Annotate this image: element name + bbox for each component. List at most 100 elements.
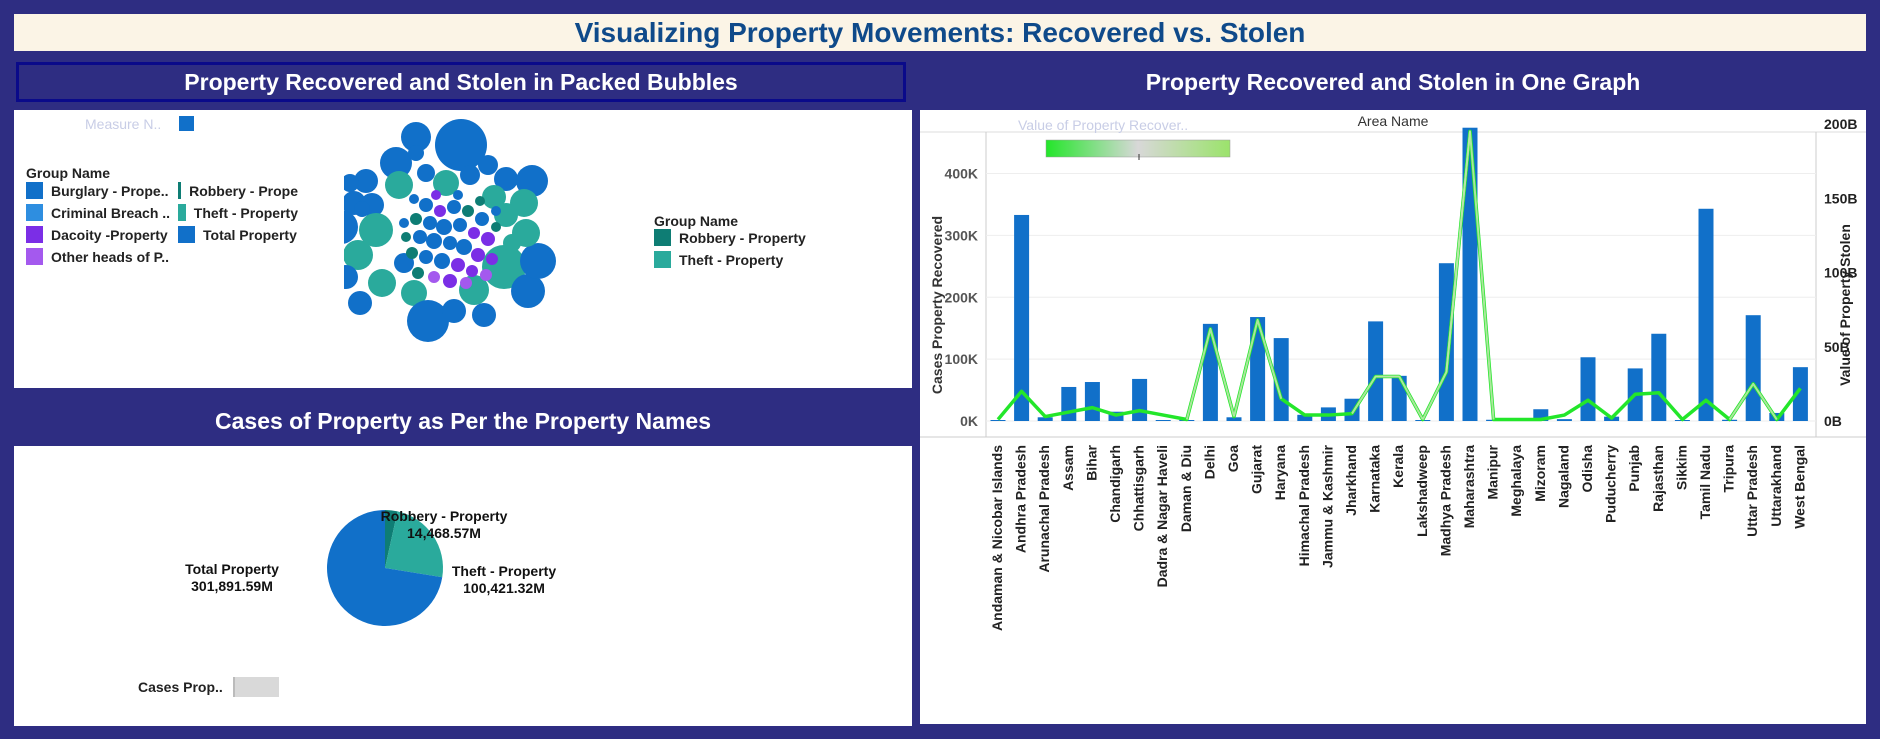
- legend-swatch: [26, 204, 43, 221]
- pie-legend: Cases Prop..: [138, 677, 279, 697]
- inner-bubble-25: [443, 274, 457, 288]
- inner-bubble-14: [456, 239, 472, 255]
- inner-bubble-20: [451, 258, 465, 272]
- bar-himachal-pradesh: [1297, 414, 1313, 421]
- inner-bubble-9: [468, 227, 480, 239]
- bubbles-panel: Measure N.. Group Name Burglary - Prope.…: [14, 110, 912, 388]
- legend-item-other-heads: Other heads of P..: [26, 248, 178, 265]
- right-tick-label: 0B: [1824, 413, 1842, 429]
- bar-chhattisgarh: [1132, 378, 1148, 421]
- bar-bihar: [1084, 382, 1100, 421]
- x-tick-label: Mizoram: [1532, 445, 1548, 502]
- bubble-9: [433, 170, 459, 196]
- bubble-8: [417, 164, 435, 182]
- pie-slice-total-property: [327, 510, 443, 626]
- inner-bubble-23: [412, 267, 424, 279]
- bubble-3: [354, 169, 378, 193]
- pie-slice-robbery-property: [385, 510, 398, 568]
- x-tick-label: Manipur: [1485, 444, 1501, 499]
- legend-swatch: [654, 229, 671, 246]
- pie-label-value: 14,468.57M: [407, 525, 481, 541]
- bar-gujarat: [1250, 317, 1266, 421]
- bubble-7: [385, 171, 413, 199]
- x-tick-label: Tamil Nadu: [1697, 445, 1713, 519]
- legend-label: Robbery - Prope: [189, 182, 298, 199]
- inner-bubble-18: [419, 250, 433, 264]
- x-tick-label: Himachal Pradesh: [1296, 445, 1312, 566]
- left-tick-label: 0K: [960, 413, 978, 429]
- inner-bubble-33: [475, 196, 485, 206]
- legend-swatch: [26, 226, 43, 243]
- legend-item-dacoity: Dacoity -Property: [26, 226, 178, 243]
- x-tick-label: Karnataka: [1367, 445, 1383, 513]
- pie-label-name: Robbery - Property: [381, 508, 508, 524]
- pie-panel: Total Property 301,891.59M Robbery - Prope…: [14, 446, 912, 726]
- x-tick-label: Rajasthan: [1650, 445, 1666, 512]
- right-tick-label: 50B: [1824, 339, 1850, 355]
- y-axis-title: Cases Property Recovered: [929, 216, 945, 394]
- x-tick-label: Puducherry: [1603, 445, 1619, 523]
- color-legend-gradient: [1045, 139, 1231, 158]
- inner-bubble-0: [419, 198, 433, 212]
- bubble-23: [407, 300, 449, 342]
- legend-item-theft: Theft - Property: [178, 204, 298, 221]
- area-name-label: Area Name: [1358, 113, 1429, 129]
- legend-swatch: [654, 251, 671, 268]
- bar-nagaland: [1556, 419, 1572, 421]
- bar-madhya-pradesh: [1438, 263, 1454, 421]
- inner-bubble-30: [491, 206, 501, 216]
- x-tick-label: Goa: [1225, 445, 1241, 472]
- inner-bubble-12: [426, 233, 442, 249]
- bar-goa: [1226, 417, 1242, 421]
- pie-label-name: Theft - Property: [452, 563, 556, 579]
- x-tick-label: Madhya Pradesh: [1437, 445, 1453, 556]
- inner-bubble-28: [491, 222, 501, 232]
- inner-bubble-31: [431, 190, 441, 200]
- color-legend-title: Value of Property Recover..: [1018, 117, 1188, 133]
- x-tick-label: Daman & Diu: [1178, 445, 1194, 532]
- bubble-10: [460, 165, 480, 185]
- legend-swatch: [26, 248, 43, 265]
- x-tick-label: Uttarakhand: [1768, 445, 1784, 527]
- inner-bubble-26: [460, 277, 472, 289]
- pie-legend-label: Cases Prop..: [138, 679, 223, 695]
- dashboard-title: Visualizing Property Movements: Recovere…: [14, 14, 1866, 51]
- bubble-26: [472, 303, 496, 327]
- bar-arunachal-pradesh: [1037, 417, 1053, 421]
- inner-bubble-4: [475, 212, 489, 226]
- left-tick-label: 400K: [945, 166, 978, 182]
- bubble-20: [368, 269, 396, 297]
- bubble-5: [344, 210, 358, 244]
- stolen-value-peak: [1233, 319, 1283, 417]
- legend-item-robbery: Robbery - Prope: [178, 182, 298, 199]
- inner-bubble-24: [428, 271, 440, 283]
- x-tick-label: Tripura: [1721, 445, 1737, 493]
- left-tick-label: 100K: [945, 351, 978, 367]
- bar-line-chart: Area Name Value of Property Recover.. 0K 10…: [920, 113, 1866, 631]
- inner-bubble-22: [480, 269, 492, 281]
- inner-bubble-2: [447, 200, 461, 214]
- inner-bubble-5: [410, 213, 422, 225]
- x-tick-label: Bihar: [1083, 444, 1099, 480]
- bar-kerala: [1391, 375, 1407, 421]
- x-tick-label: Andhra Pradesh: [1013, 445, 1029, 553]
- legend-label: Total Property: [203, 226, 297, 243]
- bar-andaman-nicobar-islands: [990, 420, 1006, 421]
- x-tick-label: Punjab: [1626, 445, 1642, 492]
- left-tick-label: 300K: [945, 227, 978, 243]
- x-tick-label: Odisha: [1579, 445, 1595, 493]
- bubble-1: [435, 119, 487, 171]
- bubble-2: [380, 147, 412, 179]
- legend-swatch: [26, 182, 43, 199]
- legend-swatch: [178, 226, 195, 243]
- bubble-34: [344, 174, 359, 192]
- bar-odisha: [1580, 357, 1596, 421]
- stolen-value-peak: [1375, 375, 1424, 420]
- x-tick-label: Jammu & Kashmir: [1319, 444, 1335, 567]
- pie-header: Cases of Property as Per the Property Na…: [215, 408, 711, 434]
- x-tick-label: Dadra & Nagar Haveli: [1154, 445, 1170, 587]
- bubble-35: [408, 145, 424, 161]
- x-tick-label: Andaman & Nicobar Islands: [989, 445, 1005, 631]
- bubble-16: [359, 213, 393, 247]
- bubble-18: [344, 265, 358, 289]
